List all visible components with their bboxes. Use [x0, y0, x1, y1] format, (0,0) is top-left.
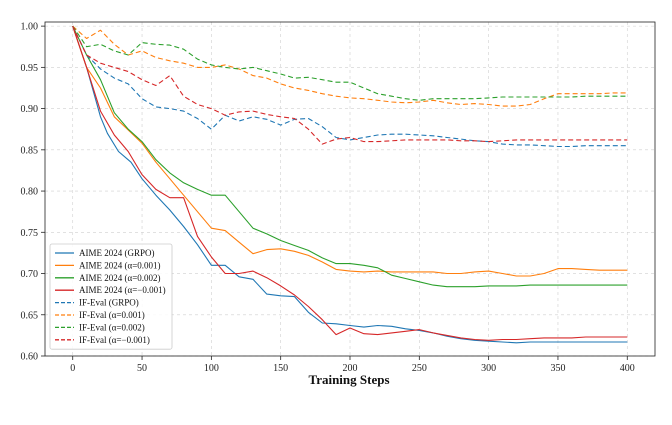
series-group: [72, 25, 628, 344]
legend-label: AIME 2024 (α=0.002): [79, 273, 161, 283]
x-axis-title: Training Steps: [308, 372, 389, 387]
x-tick-label: 0: [70, 363, 75, 374]
series-line-4: [72, 25, 628, 341]
x-tick-label: 100: [204, 363, 219, 374]
legend-label: IF-Eval (α=0.002): [79, 322, 145, 332]
series-line-3: [72, 25, 628, 288]
series-line-6: [72, 25, 628, 107]
y-tick-label: 0.85: [21, 145, 39, 156]
x-tick-label: 350: [550, 363, 565, 374]
x-tick-label: 250: [412, 363, 427, 374]
legend-label: IF-Eval (α=−0.001): [79, 335, 150, 345]
y-tick-label: 1.00: [21, 22, 39, 33]
x-tick-label: 50: [137, 363, 147, 374]
y-tick-label: 0.60: [21, 352, 39, 363]
y-tick-label: 0.70: [21, 269, 39, 280]
legend-label: IF-Eval (α=0.001): [79, 310, 145, 320]
y-tick-label: 0.90: [21, 104, 39, 115]
series-line-5: [72, 25, 628, 148]
legend-box: [49, 243, 173, 350]
y-tick-label: 0.75: [21, 228, 39, 239]
y-tick-label: 0.65: [21, 310, 39, 321]
y-tick-label: 0.80: [21, 187, 39, 198]
legend: AIME 2024 (GRPO) AIME 2024 (α=0.001) AIME …: [49, 243, 173, 350]
series-line-7: [72, 25, 628, 101]
legend-label: IF-Eval (GRPO): [79, 298, 139, 308]
series-line-1: [72, 25, 628, 344]
y-tick-label: 0.95: [21, 63, 39, 74]
x-tick-label: 200: [343, 363, 358, 374]
legend-label: AIME 2024 (α=0.001): [79, 260, 161, 270]
legend-label: AIME 2024 (GRPO): [79, 248, 155, 258]
axes: 0 50 100 150 200 250 300 350 400 0.60 0.65 0.70 0.75…: [21, 21, 656, 374]
legend-label: AIME 2024 (α=−0.001): [79, 285, 166, 295]
x-tick-label: 300: [481, 363, 496, 374]
x-tick-label: 400: [620, 363, 635, 374]
x-tick-label: 150: [273, 363, 288, 374]
series-line-2: [72, 25, 628, 277]
